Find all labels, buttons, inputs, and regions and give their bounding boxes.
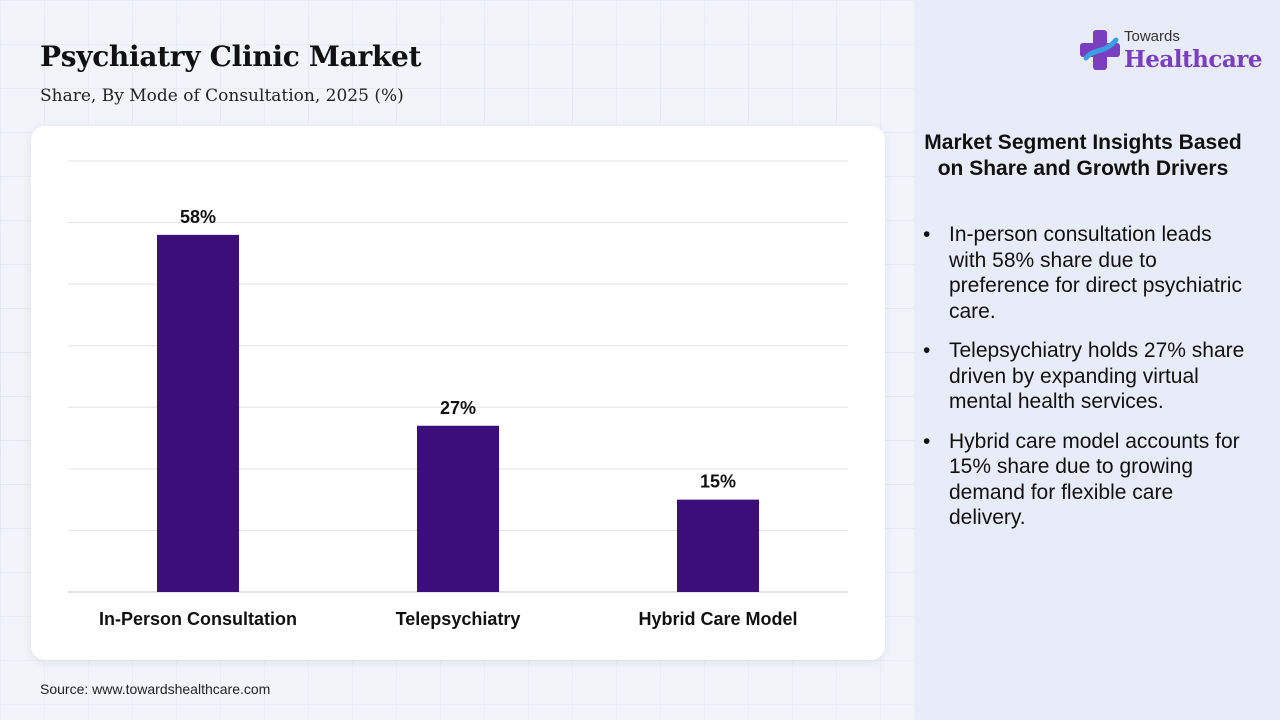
bar-chart: 58% In-Person Consultation 27% Telepsychiat… xyxy=(68,160,848,629)
brand-logo: Towards Healthcare xyxy=(1080,28,1263,78)
category-label: Telepsychiatry xyxy=(396,609,521,629)
logo-text-healthcare: Healthcare xyxy=(1124,46,1263,73)
chart-card: 58% In-Person Consultation 27% Telepsychiat… xyxy=(31,126,885,660)
bar xyxy=(677,499,759,592)
source-note: Source: www.towardshealthcare.com xyxy=(40,681,271,697)
data-label: 27% xyxy=(440,398,476,418)
category-label: In-Person Consultation xyxy=(99,609,297,629)
category-label: Hybrid Care Model xyxy=(638,609,797,629)
logo-text-towards: Towards xyxy=(1124,28,1180,45)
insight-bullet: In-person consultation leads with 58% sh… xyxy=(920,222,1250,324)
bar xyxy=(157,234,239,592)
plus-cross-icon xyxy=(1080,30,1120,70)
page-title: Psychiatry Clinic Market xyxy=(40,40,422,73)
insights-list: In-person consultation leads with 58% sh… xyxy=(920,222,1250,545)
insight-bullet: Telepsychiatry holds 27% share driven by… xyxy=(920,338,1250,415)
data-label: 15% xyxy=(700,472,736,492)
insights-heading: Market Segment Insights Based on Share a… xyxy=(924,131,1242,180)
insight-bullet: Hybrid care model accounts for 15% share… xyxy=(920,429,1250,531)
bar xyxy=(417,425,499,592)
page-subtitle: Share, By Mode of Consultation, 2025 (%) xyxy=(40,86,404,106)
data-label: 58% xyxy=(180,207,216,227)
